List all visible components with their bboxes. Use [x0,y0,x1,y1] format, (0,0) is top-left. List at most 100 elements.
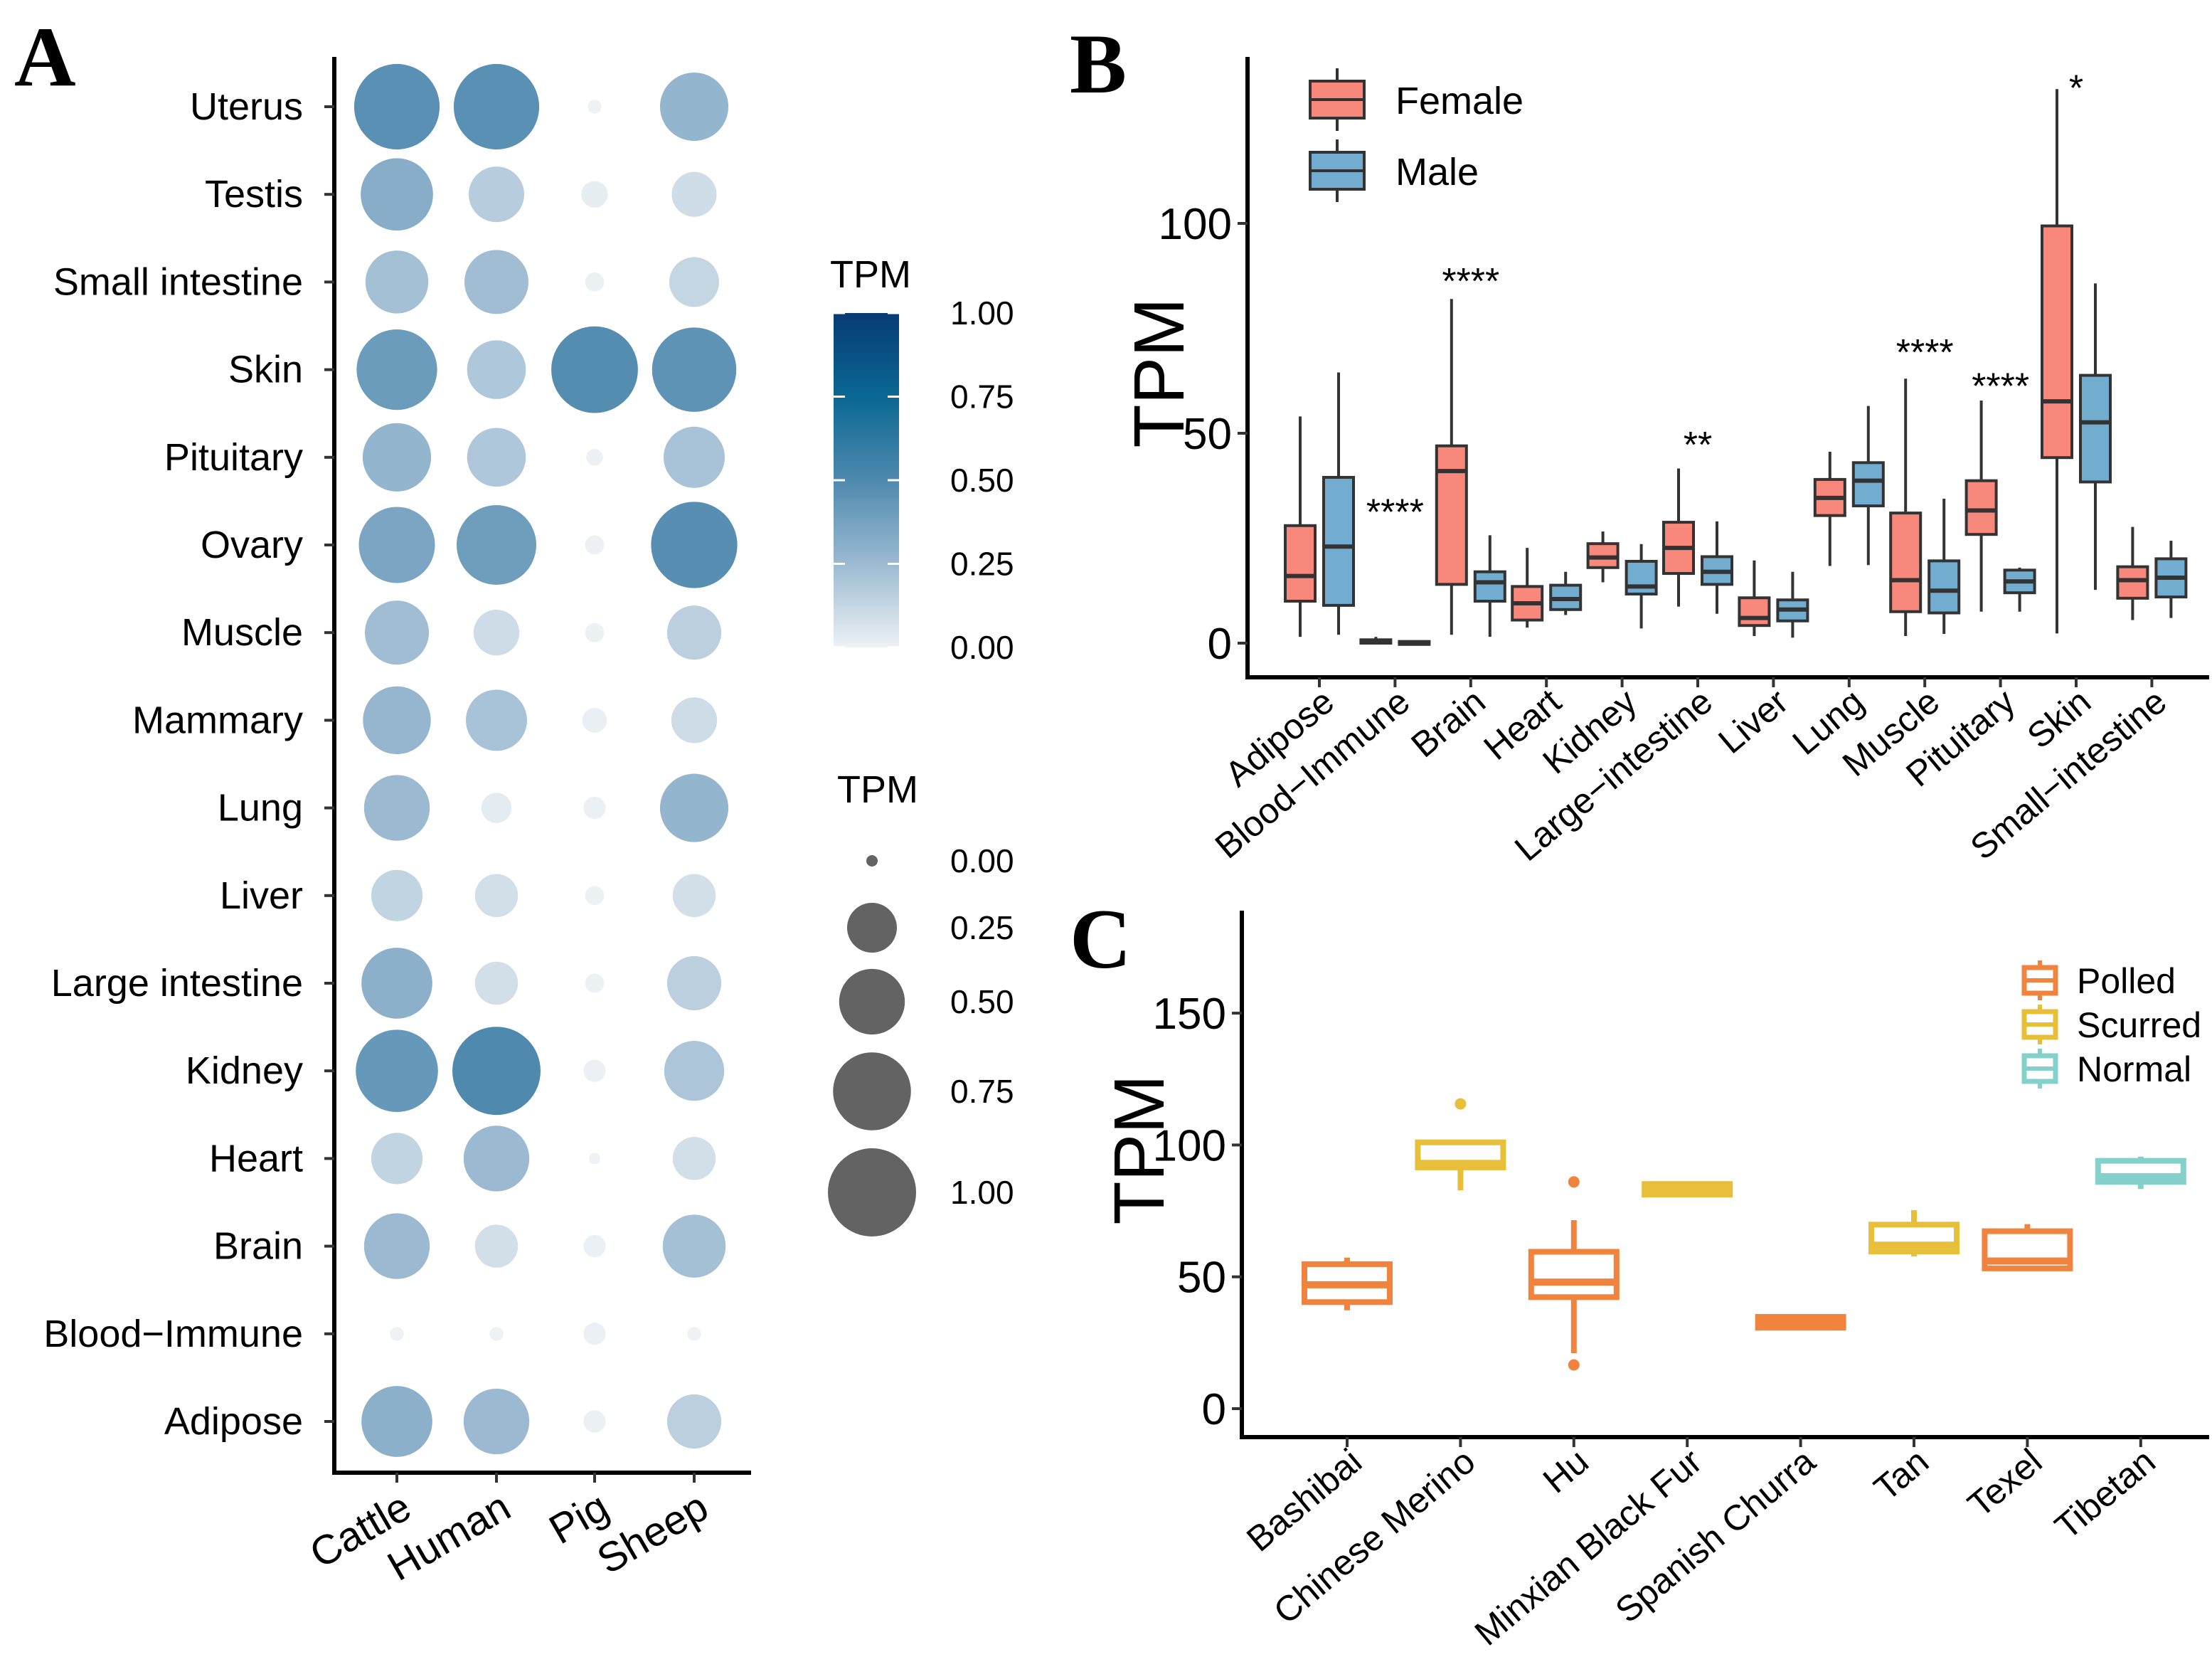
panel-label-c: C [1070,891,1132,986]
size-legend-label: 0.75 [950,1073,1014,1110]
box-iqr [1435,444,1468,586]
y-tick-label: Large intestine [51,962,303,1005]
box [1528,1176,1620,1371]
size-legend-dot [866,855,878,867]
dot [652,327,737,412]
box-iqr [1889,512,1923,613]
dot [666,955,722,1011]
dot [669,257,719,307]
box-iqr [1284,524,1317,603]
box-iqr [1927,559,1961,615]
color-legend-label: 0.50 [950,462,1014,499]
significance-label: * [2069,68,2083,109]
y-tick-label: Mammary [132,699,303,741]
size-legend-dot [847,903,897,953]
box [2095,1156,2186,1190]
dot [651,502,738,588]
y-tick-label: 150 [1153,990,1226,1039]
dot [364,600,430,665]
dot [671,171,717,217]
box [1982,1224,2073,1271]
color-legend-label: 1.00 [950,295,1014,332]
dot [672,874,716,918]
size-legend-label: 0.25 [950,909,1014,946]
dot [361,948,432,1019]
dot [585,272,605,292]
dot [363,775,430,841]
dot [583,796,606,820]
dot [671,697,718,743]
box [2154,541,2188,618]
y-tick-label: Lung [218,787,303,830]
box-iqr [2079,374,2112,484]
box [1322,372,1355,635]
box [2041,89,2073,634]
dot [356,1029,438,1112]
y-tick-label: Muscle [181,611,303,654]
dot [659,773,729,842]
box [1511,548,1544,628]
legend-label: Male [1395,151,1479,194]
box-iqr [1528,1249,1620,1301]
dot [365,250,429,314]
box-iqr [1738,596,1771,627]
dot [457,505,536,585]
dot [467,428,526,487]
dot [390,1327,404,1341]
y-tick-label: 50 [1183,410,1232,459]
dot [474,874,519,918]
box [1738,560,1771,636]
dot [666,1394,722,1449]
dot [687,1327,701,1341]
dot [664,1041,725,1101]
box-iqr [2041,224,2073,460]
dot [662,1214,726,1278]
legend-label: Female [1395,80,1524,122]
box [1415,1098,1506,1191]
y-tick-label: Small intestine [53,260,303,303]
dot [585,623,605,642]
x-tick-label: Hu [1536,1441,1596,1501]
dot [467,340,526,399]
box [1701,521,1733,614]
x-tick-label: Liver [1711,682,1795,762]
dot [582,708,607,733]
box [1549,571,1583,615]
box [2079,283,2112,590]
significance-label: **** [1972,366,2029,407]
dot [356,329,437,411]
significance-label: **** [1896,332,1954,374]
x-tick-label: Chinese Merino [1266,1441,1482,1632]
box-iqr [1473,570,1506,603]
color-legend-label: 0.25 [950,546,1014,583]
box [2116,526,2149,620]
box [1625,544,1658,629]
box [1813,451,1846,566]
dot [585,886,605,906]
dot [464,250,529,314]
significance-label: **** [1442,261,1499,302]
y-tick-label: Skin [228,349,303,391]
dot [585,973,605,993]
y-tick-label: 50 [1177,1254,1226,1303]
box [1398,640,1431,646]
x-tick-label: Brain [1403,682,1492,766]
significance-label: **** [1366,492,1424,533]
dot [361,1386,432,1457]
y-tick-label: Ovary [201,524,303,566]
y-tick-label: 0 [1202,1385,1226,1434]
dot [586,448,603,466]
significance-label: ** [1684,425,1712,466]
size-legend-label: 1.00 [950,1174,1014,1211]
dot [583,1410,606,1433]
size-legend-dot [828,1148,916,1236]
dot [581,181,608,208]
box [1851,406,1885,566]
size-legend-label: 0.00 [950,842,1014,879]
x-tick-label: Spanish Churra [1608,1441,1823,1630]
size-legend-dot [839,968,905,1035]
legend-label: Normal [2077,1049,2191,1089]
size-legend-title: TPM [837,768,918,811]
